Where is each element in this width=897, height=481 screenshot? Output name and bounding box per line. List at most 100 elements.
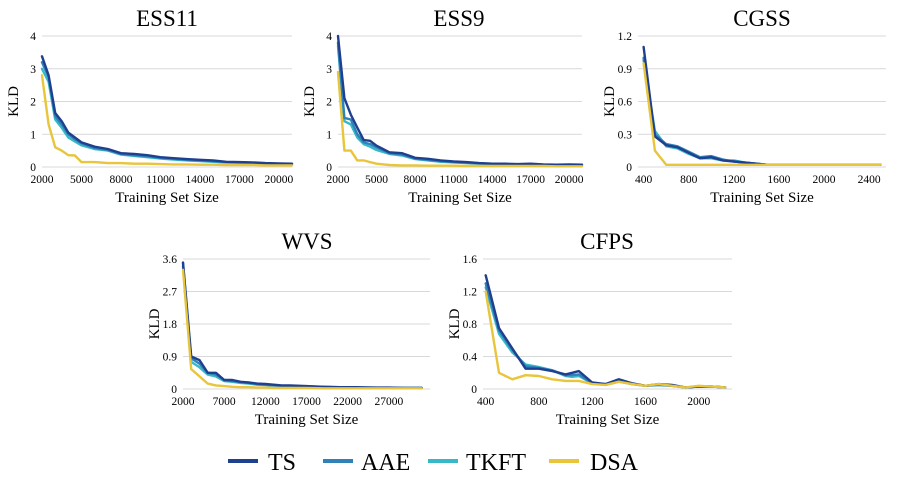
chart-title: CGSS: [733, 6, 791, 31]
series-line-aae: [484, 282, 727, 389]
y-axis-label: KLD: [447, 308, 463, 339]
y-tick-label: 2: [326, 97, 332, 109]
y-tick-label: 1.2: [618, 31, 633, 43]
y-tick-label: 3: [30, 64, 36, 76]
legend-label: AAE: [361, 450, 410, 476]
series-line-ts: [181, 261, 423, 390]
x-tick-label: 2000: [687, 396, 710, 408]
y-tick-label: 1: [326, 129, 332, 141]
series-line-aae: [181, 265, 423, 390]
x-tick-label: 400: [635, 174, 653, 186]
series-line-dsa: [336, 70, 584, 168]
legend-item-dsa: DSA: [549, 450, 639, 476]
y-tick-label: 1.6: [463, 254, 478, 266]
series-line-ts: [484, 274, 727, 389]
y-axis-label: KLD: [147, 308, 163, 339]
series-line-ts: [336, 34, 584, 166]
y-tick-label: 0.9: [163, 352, 178, 364]
chart-panel-cfps: CFPS 0 0.4 0.8 1.2 1.6 400 800 1200 1600 2000 Train…: [447, 229, 732, 428]
x-tick-label: 17000: [516, 174, 545, 186]
x-tick-label: 14000: [478, 174, 507, 186]
x-tick-label: 2000: [813, 174, 836, 186]
chart-panel-cgss: CGSS 0 0.3 0.6 0.9 1.2 400 800 1200 1600 2000 2400 T…: [602, 6, 886, 206]
x-tick-label: 800: [530, 396, 548, 408]
y-tick-label: 0: [626, 162, 632, 174]
x-axis-label: Training Set Size: [710, 190, 814, 206]
series-line-aae: [40, 61, 294, 166]
series-line-ts: [40, 55, 294, 165]
x-tick-label: 2000: [172, 396, 195, 408]
x-tick-label: 14000: [186, 174, 215, 186]
series-line-tkft: [40, 67, 294, 166]
y-tick-label: 0.3: [618, 129, 633, 141]
y-axis-label: KLD: [602, 86, 618, 117]
x-tick-label: 1600: [767, 174, 790, 186]
x-tick-label: 400: [477, 396, 495, 408]
legend-label: TS: [268, 450, 296, 476]
y-tick-label: 0.9: [618, 64, 633, 76]
legend-label: DSA: [590, 450, 639, 476]
y-tick-label: 4: [30, 31, 36, 43]
chart-title: ESS11: [136, 6, 198, 31]
x-tick-label: 7000: [213, 396, 236, 408]
x-tick-label: 5000: [365, 174, 388, 186]
x-tick-label: 800: [680, 174, 698, 186]
legend-item-tkft: TKFT: [428, 450, 526, 476]
x-axis-label: Training Set Size: [556, 412, 660, 428]
x-tick-label: 1200: [722, 174, 745, 186]
x-tick-label: 12000: [251, 396, 280, 408]
y-tick-label: 0: [326, 162, 332, 174]
x-tick-label: 1600: [634, 396, 657, 408]
chart-panel-ess11: ESS11 0 1 2 3 4 2000 5000 8000 11000 14000 17000 200…: [6, 6, 293, 206]
y-tick-label: 1: [30, 129, 36, 141]
series-line-dsa: [40, 74, 294, 167]
y-tick-label: 0.4: [463, 352, 478, 364]
y-tick-label: 3.6: [163, 254, 178, 266]
series-line-dsa: [642, 62, 882, 167]
legend-label: TKFT: [466, 450, 526, 476]
legend-item-aae: AAE: [323, 450, 410, 476]
x-axis-label: Training Set Size: [115, 190, 219, 206]
x-tick-label: 22000: [333, 396, 362, 408]
x-tick-label: 2000: [31, 174, 54, 186]
y-tick-label: 4: [326, 31, 332, 43]
y-tick-label: 2.7: [163, 287, 178, 299]
x-tick-label: 2400: [858, 174, 881, 186]
x-tick-label: 17000: [225, 174, 254, 186]
chart-title: CFPS: [580, 229, 634, 254]
y-tick-label: 0: [171, 384, 177, 396]
y-tick-label: 1.8: [163, 319, 178, 331]
series-line-dsa: [181, 268, 423, 390]
y-tick-label: 1.2: [463, 287, 478, 299]
chart-title: WVS: [281, 229, 332, 254]
series-line-aae: [336, 41, 584, 167]
y-tick-label: 0.6: [618, 97, 633, 109]
x-tick-label: 8000: [109, 174, 132, 186]
x-tick-label: 11000: [146, 174, 175, 186]
x-tick-label: 17000: [292, 396, 321, 408]
y-tick-label: 3: [326, 64, 332, 76]
x-tick-label: 11000: [439, 174, 468, 186]
x-tick-label: 20000: [555, 174, 584, 186]
x-axis-label: Training Set Size: [408, 190, 512, 206]
series-line-tkft: [181, 261, 423, 390]
series-line-ts: [642, 45, 882, 167]
legend-item-ts: TS: [228, 450, 296, 476]
y-axis-label: KLD: [302, 86, 318, 117]
series-line-tkft: [484, 286, 727, 389]
x-tick-label: 5000: [70, 174, 93, 186]
chart-panel-wvs: WVS 0 0.9 1.8 2.7 3.6 2000 7000 12000 17000 22000 2…: [147, 229, 430, 428]
x-tick-label: 8000: [404, 174, 427, 186]
y-tick-label: 0: [30, 162, 36, 174]
x-tick-label: 1200: [581, 396, 604, 408]
y-tick-label: 2: [30, 97, 36, 109]
chart-title: ESS9: [433, 6, 484, 31]
x-tick-label: 20000: [264, 174, 293, 186]
x-axis-label: Training Set Size: [255, 412, 359, 428]
y-tick-label: 0.8: [463, 319, 478, 331]
y-tick-label: 0: [471, 384, 477, 396]
x-tick-label: 2000: [327, 174, 350, 186]
y-axis-label: KLD: [6, 86, 22, 117]
x-tick-label: 27000: [374, 396, 403, 408]
